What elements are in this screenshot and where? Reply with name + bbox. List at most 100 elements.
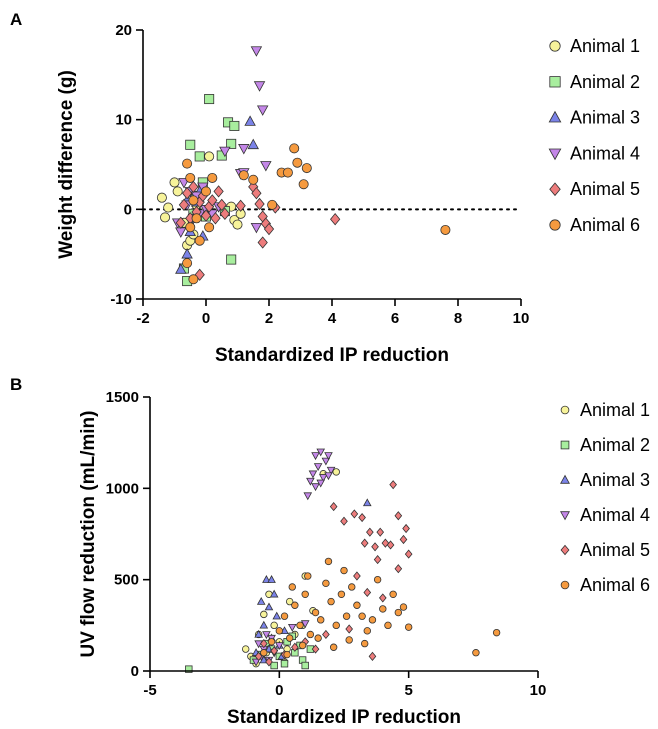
data-point-animal-6 bbox=[182, 158, 193, 169]
legend-label-animal-3: Animal 3 bbox=[570, 108, 640, 128]
data-point-animal-2 bbox=[270, 661, 278, 670]
data-point-animal-6 bbox=[182, 258, 193, 269]
data-point-animal-4 bbox=[319, 474, 328, 482]
data-point-animal-6 bbox=[280, 612, 289, 620]
legend: Animal 1 Animal 2 Animal 3 Animal 4 Animal 5… bbox=[548, 36, 640, 235]
data-point-animal-5 bbox=[219, 207, 231, 220]
legend-label-animal-4: Animal 4 bbox=[580, 505, 650, 525]
data-point-animal-5 bbox=[404, 549, 413, 559]
data-point-animal-6 bbox=[311, 608, 320, 617]
legend-marker-animal-4 bbox=[560, 511, 570, 521]
data-point-animal-1 bbox=[163, 202, 174, 213]
data-point-animal-5 bbox=[178, 198, 190, 211]
data-point-animal-6 bbox=[194, 235, 205, 246]
data-point-animal-1 bbox=[285, 597, 294, 606]
data-point-animal-4 bbox=[324, 452, 333, 461]
legend-marker-animal-3 bbox=[548, 110, 562, 123]
data-point-animal-6 bbox=[191, 213, 202, 224]
data-point-animal-3 bbox=[181, 248, 193, 259]
legend-label-animal-2: Animal 2 bbox=[570, 72, 640, 92]
data-point-animal-6 bbox=[353, 601, 361, 609]
data-point-animal-5 bbox=[322, 629, 330, 640]
data-point-animal-5 bbox=[210, 212, 221, 225]
x-axis-title: Standardized IP reduction bbox=[215, 345, 449, 366]
data-point-animal-6 bbox=[363, 627, 371, 635]
data-point-animal-5 bbox=[207, 194, 218, 207]
data-point-animal-6 bbox=[327, 597, 335, 606]
legend-marker-animal-1 bbox=[549, 40, 561, 52]
data-point-animal-6 bbox=[282, 167, 293, 178]
data-point-animal-6 bbox=[204, 222, 215, 233]
data-point-animal-2 bbox=[194, 151, 205, 162]
data-point-animal-4 bbox=[321, 457, 331, 466]
data-points bbox=[185, 448, 501, 673]
data-point-animal-6 bbox=[368, 616, 377, 624]
data-point-animal-4 bbox=[316, 479, 326, 488]
data-point-animal-5 bbox=[368, 651, 377, 661]
panel-b-letter: B bbox=[10, 375, 22, 394]
data-point-animal-5 bbox=[394, 511, 403, 521]
data-point-animal-5 bbox=[350, 509, 359, 519]
data-points bbox=[156, 46, 451, 287]
legend-marker-animal-3 bbox=[560, 474, 570, 484]
data-point-animal-6 bbox=[360, 639, 369, 648]
data-point-animal-6 bbox=[298, 179, 309, 190]
data-point-animal-6 bbox=[332, 621, 340, 630]
x-tick-label: 2 bbox=[265, 310, 273, 327]
data-point-animal-2 bbox=[204, 94, 215, 105]
y-tick-label: 1500 bbox=[106, 389, 139, 406]
panel-a: A -2 0 2 4 6 8 10 -10 0 10 20 Standardized IP reduc… bbox=[10, 10, 640, 366]
data-point-animal-6 bbox=[275, 627, 284, 635]
data-point-animal-6 bbox=[188, 195, 199, 206]
data-point-animal-1 bbox=[156, 192, 167, 203]
legend-label-animal-5: Animal 5 bbox=[570, 179, 640, 199]
y-tick-label: -10 bbox=[110, 291, 132, 308]
legend-marker-animal-2 bbox=[560, 440, 570, 450]
data-point-animal-1 bbox=[260, 610, 268, 619]
data-point-animal-5 bbox=[386, 540, 395, 550]
data-point-animal-6 bbox=[337, 590, 346, 598]
legend-label-animal-1: Animal 1 bbox=[580, 400, 650, 420]
data-point-animal-3 bbox=[247, 138, 259, 150]
data-point-animal-2 bbox=[226, 138, 237, 149]
data-point-animal-4 bbox=[275, 642, 284, 651]
data-point-animal-3 bbox=[269, 589, 279, 598]
data-point-animal-6 bbox=[373, 575, 382, 584]
data-point-animal-5 bbox=[213, 185, 224, 198]
data-point-animal-6 bbox=[340, 566, 348, 575]
data-point-animal-6 bbox=[185, 222, 196, 233]
data-point-animal-5 bbox=[389, 480, 397, 490]
data-point-animal-4 bbox=[260, 161, 272, 172]
legend-marker-animal-1 bbox=[560, 405, 570, 415]
data-point-animal-3 bbox=[259, 620, 269, 629]
data-point-animal-5 bbox=[402, 523, 410, 534]
data-point-animal-5 bbox=[340, 516, 348, 526]
data-point-animal-3 bbox=[362, 498, 372, 507]
data-point-animal-6 bbox=[399, 603, 408, 611]
data-point-animal-1 bbox=[160, 212, 171, 223]
data-point-animal-6 bbox=[317, 616, 325, 624]
x-tick-label: 0 bbox=[275, 682, 283, 699]
data-point-animal-6 bbox=[292, 157, 303, 168]
y-tick-label: 500 bbox=[114, 572, 139, 589]
data-point-animal-5 bbox=[216, 198, 227, 211]
data-point-animal-4 bbox=[175, 227, 187, 238]
data-point-animal-6 bbox=[472, 649, 480, 657]
data-point-animal-5 bbox=[200, 209, 212, 222]
data-point-animal-5 bbox=[358, 512, 366, 523]
data-point-animal-6 bbox=[379, 605, 387, 613]
x-tick-label: -2 bbox=[136, 310, 149, 327]
data-point-animal-5 bbox=[265, 657, 273, 667]
data-point-animal-6 bbox=[285, 634, 294, 642]
data-point-animal-5 bbox=[311, 644, 320, 654]
x-tick-label: 0 bbox=[202, 310, 210, 327]
data-point-animal-6 bbox=[185, 172, 196, 183]
data-point-animal-6 bbox=[248, 174, 259, 185]
data-point-animal-5 bbox=[254, 197, 265, 211]
data-point-animal-6 bbox=[404, 623, 413, 631]
y-tick-label: 0 bbox=[124, 201, 132, 218]
data-point-animal-3 bbox=[256, 596, 266, 605]
data-point-animal-6 bbox=[394, 608, 403, 617]
data-point-animal-5 bbox=[381, 538, 390, 548]
data-point-animal-4 bbox=[219, 146, 231, 158]
